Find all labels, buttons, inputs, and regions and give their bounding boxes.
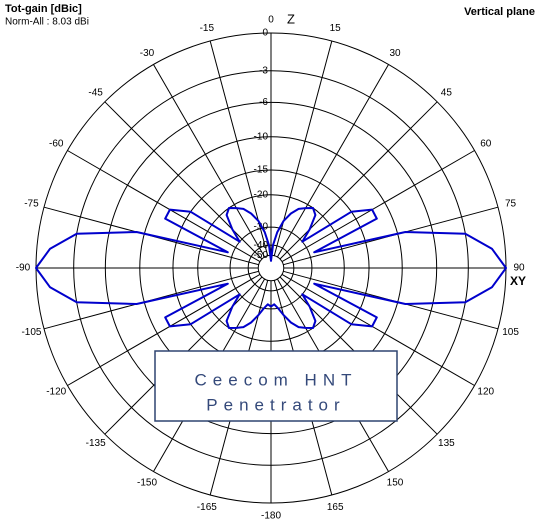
angle-tick-label: -60	[49, 139, 64, 150]
angle-tick-label: 90	[513, 263, 525, 274]
r-tick-label: 0	[262, 28, 268, 39]
r-tick-label: -40	[254, 240, 269, 251]
chart-subtitle: Norm-All : 8.03 dBi	[5, 17, 89, 28]
angle-tick-label: -45	[88, 87, 103, 98]
chart-title: Tot-gain [dBic]	[5, 3, 82, 15]
angle-tick-label: -120	[46, 387, 66, 398]
radial-grid-line	[276, 64, 389, 258]
ring-grid-line	[247, 244, 295, 292]
annotation-box	[154, 350, 398, 422]
radial-grid-line	[153, 64, 266, 258]
angle-tick-label: 150	[387, 477, 404, 488]
radial-grid-line	[281, 150, 475, 263]
angle-tick-label: 135	[438, 438, 455, 449]
angle-tick-label: 30	[389, 48, 401, 59]
r-tick-label: -50	[254, 250, 269, 261]
radial-grid-line	[67, 273, 261, 386]
angle-tick-label: 105	[502, 327, 519, 338]
radial-grid-line	[104, 101, 263, 260]
angle-tick-label: -30	[140, 48, 155, 59]
angle-tick-label: 45	[441, 87, 453, 98]
z-axis-label: Z	[287, 11, 295, 26]
ring-grid-line	[73, 70, 469, 466]
angle-tick-label: -180	[261, 511, 281, 519]
angle-tick-label: -150	[137, 477, 157, 488]
radial-grid-line	[281, 273, 475, 386]
ring-grid-line	[104, 101, 438, 435]
pattern-line	[35, 207, 507, 329]
annotation-text: Ceecom HNT	[195, 370, 358, 389]
radial-grid-line	[279, 101, 438, 260]
angle-tick-label: -165	[197, 502, 217, 513]
angle-tick-label: 165	[327, 502, 344, 513]
annotation-text: Penetrator	[206, 395, 345, 414]
radial-grid-line	[67, 150, 261, 263]
r-tick-label: -15	[254, 165, 269, 176]
angle-tick-label: -135	[86, 438, 106, 449]
r-tick-label: -6	[259, 97, 268, 108]
angle-tick-label: -90	[16, 263, 31, 274]
angle-tick-label: 60	[480, 139, 492, 150]
angle-tick-label: 120	[477, 387, 494, 398]
plane-label: Vertical plane	[464, 6, 535, 18]
angle-tick-label: 15	[330, 23, 342, 34]
ring-grid-line	[197, 194, 345, 342]
r-tick-label: -10	[254, 131, 269, 142]
xy-axis-label: XY	[510, 274, 526, 288]
r-tick-label: -3	[259, 65, 268, 76]
angle-tick-label: -105	[21, 327, 41, 338]
angle-tick-label: -75	[24, 198, 39, 209]
angle-tick-label: -15	[200, 23, 215, 34]
angle-tick-label: 75	[505, 198, 517, 209]
r-tick-label: -20	[254, 189, 269, 200]
ring-grid-line	[229, 226, 313, 310]
angle-tick-label: 0	[268, 15, 274, 26]
